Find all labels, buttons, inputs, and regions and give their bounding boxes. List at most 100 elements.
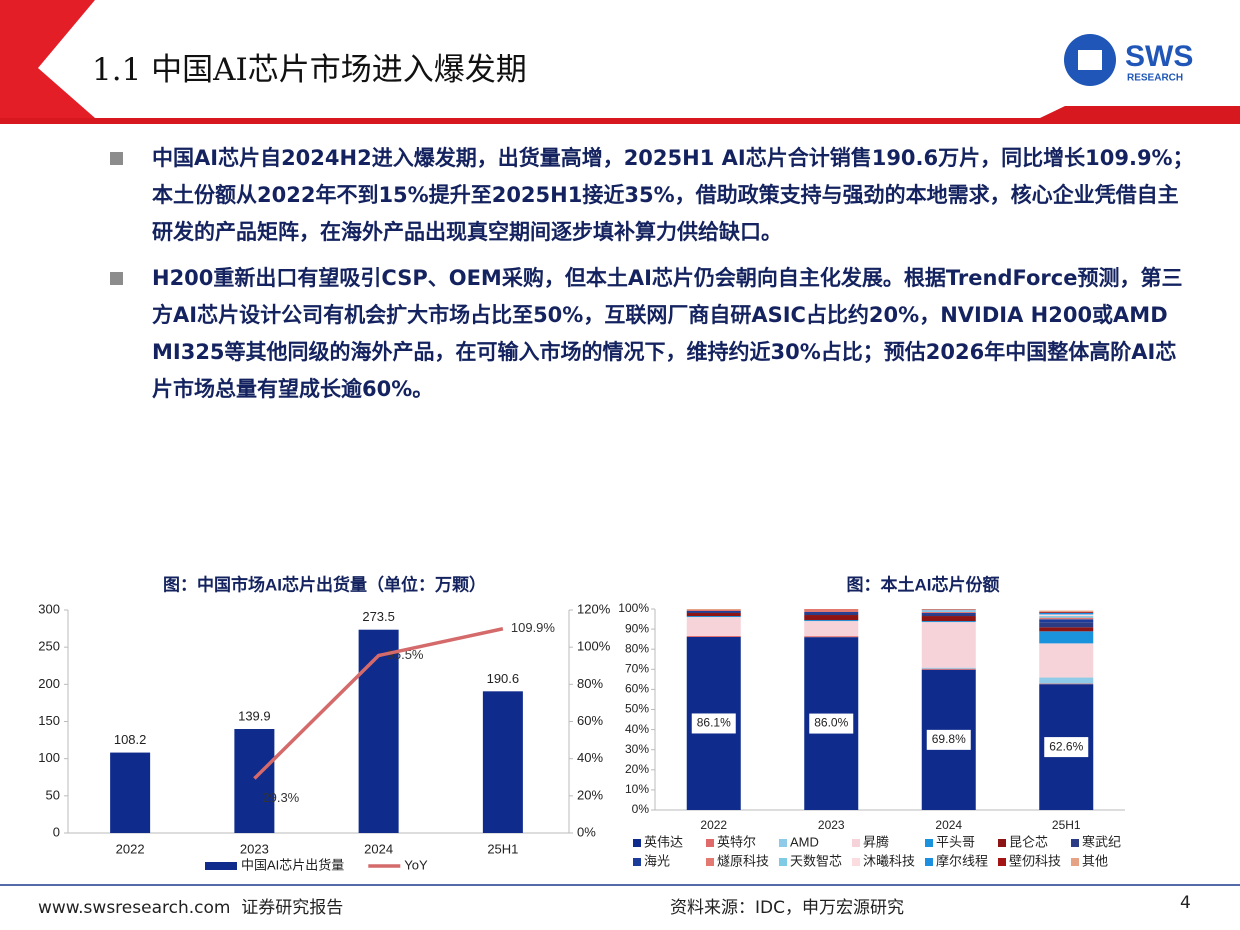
legend-swatch xyxy=(706,858,714,866)
x-tick-label: 2023 xyxy=(240,841,269,856)
legend-label: YoY xyxy=(404,857,428,872)
legend-label: AMD xyxy=(790,834,819,849)
bar-segment xyxy=(804,613,859,616)
bullet-list: 中国AI芯片自2024H2进入爆发期，出货量高增，2025H1 AI芯片合计销售… xyxy=(110,140,1195,417)
legend-label: 其他 xyxy=(1082,853,1108,868)
legend-label: 沐曦科技 xyxy=(863,853,915,868)
y-tick-label: 10% xyxy=(625,782,649,796)
bar-segment xyxy=(921,609,976,611)
bar-segment xyxy=(1039,612,1094,615)
x-tick-label: 2024 xyxy=(935,818,962,832)
legend-label: 昆仑芯 xyxy=(1009,834,1048,849)
bullet-text: 中国AI芯片自2024H2进入爆发期，出货量高增，2025H1 AI芯片合计销售… xyxy=(152,146,1194,244)
bar-segment xyxy=(686,610,741,612)
logo-sub: RESEARCH xyxy=(1127,73,1183,84)
chart-title: 图：本土AI芯片份额 xyxy=(847,574,1000,594)
bar-segment xyxy=(1039,677,1094,684)
y-tick-label: 200 xyxy=(38,676,60,691)
bar-segment xyxy=(1039,611,1094,613)
legend-label: 摩尔线程 xyxy=(936,853,988,868)
data-label: 62.6% xyxy=(1049,739,1083,753)
bar-segment xyxy=(804,609,859,613)
x-tick-label: 25H1 xyxy=(1052,818,1081,832)
bar-segment xyxy=(921,616,976,622)
bar-segment xyxy=(1039,617,1094,620)
bar-segment xyxy=(1039,622,1094,628)
bar-segment xyxy=(686,613,741,617)
bar-segment xyxy=(921,612,976,614)
y-tick-label: 0 xyxy=(53,824,60,839)
y-tick-label: 250 xyxy=(38,639,60,654)
logo-mark-inner xyxy=(1078,50,1102,70)
x-tick-label: 25H1 xyxy=(487,841,518,856)
bar xyxy=(110,752,151,833)
bar-segment xyxy=(804,615,859,621)
y-tick-label: 60% xyxy=(625,682,649,696)
bullet-text: H200重新出口有望吸引CSP、OEM采购，但本土AI芯片仍会朝向自主化发展。根… xyxy=(152,266,1183,401)
y-tick-label: 300 xyxy=(38,601,60,616)
bar-segment xyxy=(804,620,859,622)
chart-title: 图：中国市场AI芯片出货量（单位：万颗） xyxy=(163,574,486,594)
y2-tick-label: 0% xyxy=(577,824,596,839)
legend-swatch xyxy=(1071,839,1079,847)
legend-label: 中国AI芯片出货量 xyxy=(241,857,344,872)
legend-swatch xyxy=(852,839,860,847)
legend-label: 寒武纪 xyxy=(1082,834,1121,849)
bullet: 中国AI芯片自2024H2进入爆发期，出货量高增，2025H1 AI芯片合计销售… xyxy=(110,140,1195,251)
y-tick-label: 50 xyxy=(46,787,60,802)
legend-label: 壁仞科技 xyxy=(1009,853,1061,868)
header-bar xyxy=(0,106,1240,124)
legend-swatch xyxy=(633,858,641,866)
y-tick-label: 30% xyxy=(625,742,649,756)
bar-segment xyxy=(1039,614,1094,617)
header-accent xyxy=(0,0,95,118)
bar-segment xyxy=(1039,619,1094,623)
legend-swatch xyxy=(998,858,1006,866)
bar-segment xyxy=(921,610,976,612)
y2-tick-label: 80% xyxy=(577,676,603,691)
data-label: 29.3% xyxy=(262,790,299,805)
legend-label: 英特尔 xyxy=(717,834,756,849)
bar-segment xyxy=(804,612,859,614)
legend-swatch xyxy=(1071,858,1079,866)
y2-tick-label: 40% xyxy=(577,750,603,765)
data-label-box xyxy=(1044,737,1089,758)
bar-segment xyxy=(1039,610,1094,612)
logo-text: SWS xyxy=(1125,40,1193,73)
bar-segment xyxy=(686,635,741,637)
legend-label: 昇腾 xyxy=(863,834,889,849)
bar-segment xyxy=(1039,616,1094,618)
bar-segment xyxy=(921,613,976,615)
legend-swatch xyxy=(925,858,933,866)
legend-label: 平头哥 xyxy=(936,834,975,849)
bar-segment xyxy=(686,609,741,611)
bar xyxy=(358,629,399,833)
data-label: 69.8% xyxy=(932,732,966,746)
x-tick-label: 2022 xyxy=(116,841,145,856)
footer-label: 证券研究报告 xyxy=(241,898,344,918)
bar-segment xyxy=(686,612,741,614)
data-label: 273.5 xyxy=(362,609,395,624)
yoy-line xyxy=(253,627,504,780)
footer-source: 资料来源：IDC，申万宏源研究 xyxy=(670,898,904,918)
bar-segment xyxy=(1039,627,1094,632)
legend-label: 海光 xyxy=(644,853,670,868)
bar-segment xyxy=(686,617,741,636)
data-label-box xyxy=(809,713,854,734)
bar-segment xyxy=(921,622,976,668)
bar-segment xyxy=(1039,643,1094,678)
x-tick-label: 2023 xyxy=(818,818,845,832)
bar-segment xyxy=(921,621,976,623)
y-tick-label: 90% xyxy=(625,621,649,635)
bar-segment xyxy=(921,611,976,613)
legend-swatch xyxy=(205,862,237,870)
y-tick-label: 100 xyxy=(38,750,60,765)
legend-label: 燧原科技 xyxy=(717,853,769,868)
legend-swatch xyxy=(998,839,1006,847)
legend-label: 天数智芯 xyxy=(790,853,842,868)
data-label: 108.2 xyxy=(114,732,147,747)
y2-tick-label: 100% xyxy=(577,639,611,654)
bar xyxy=(482,691,523,833)
logo: SWS RESEARCH xyxy=(1064,34,1193,86)
